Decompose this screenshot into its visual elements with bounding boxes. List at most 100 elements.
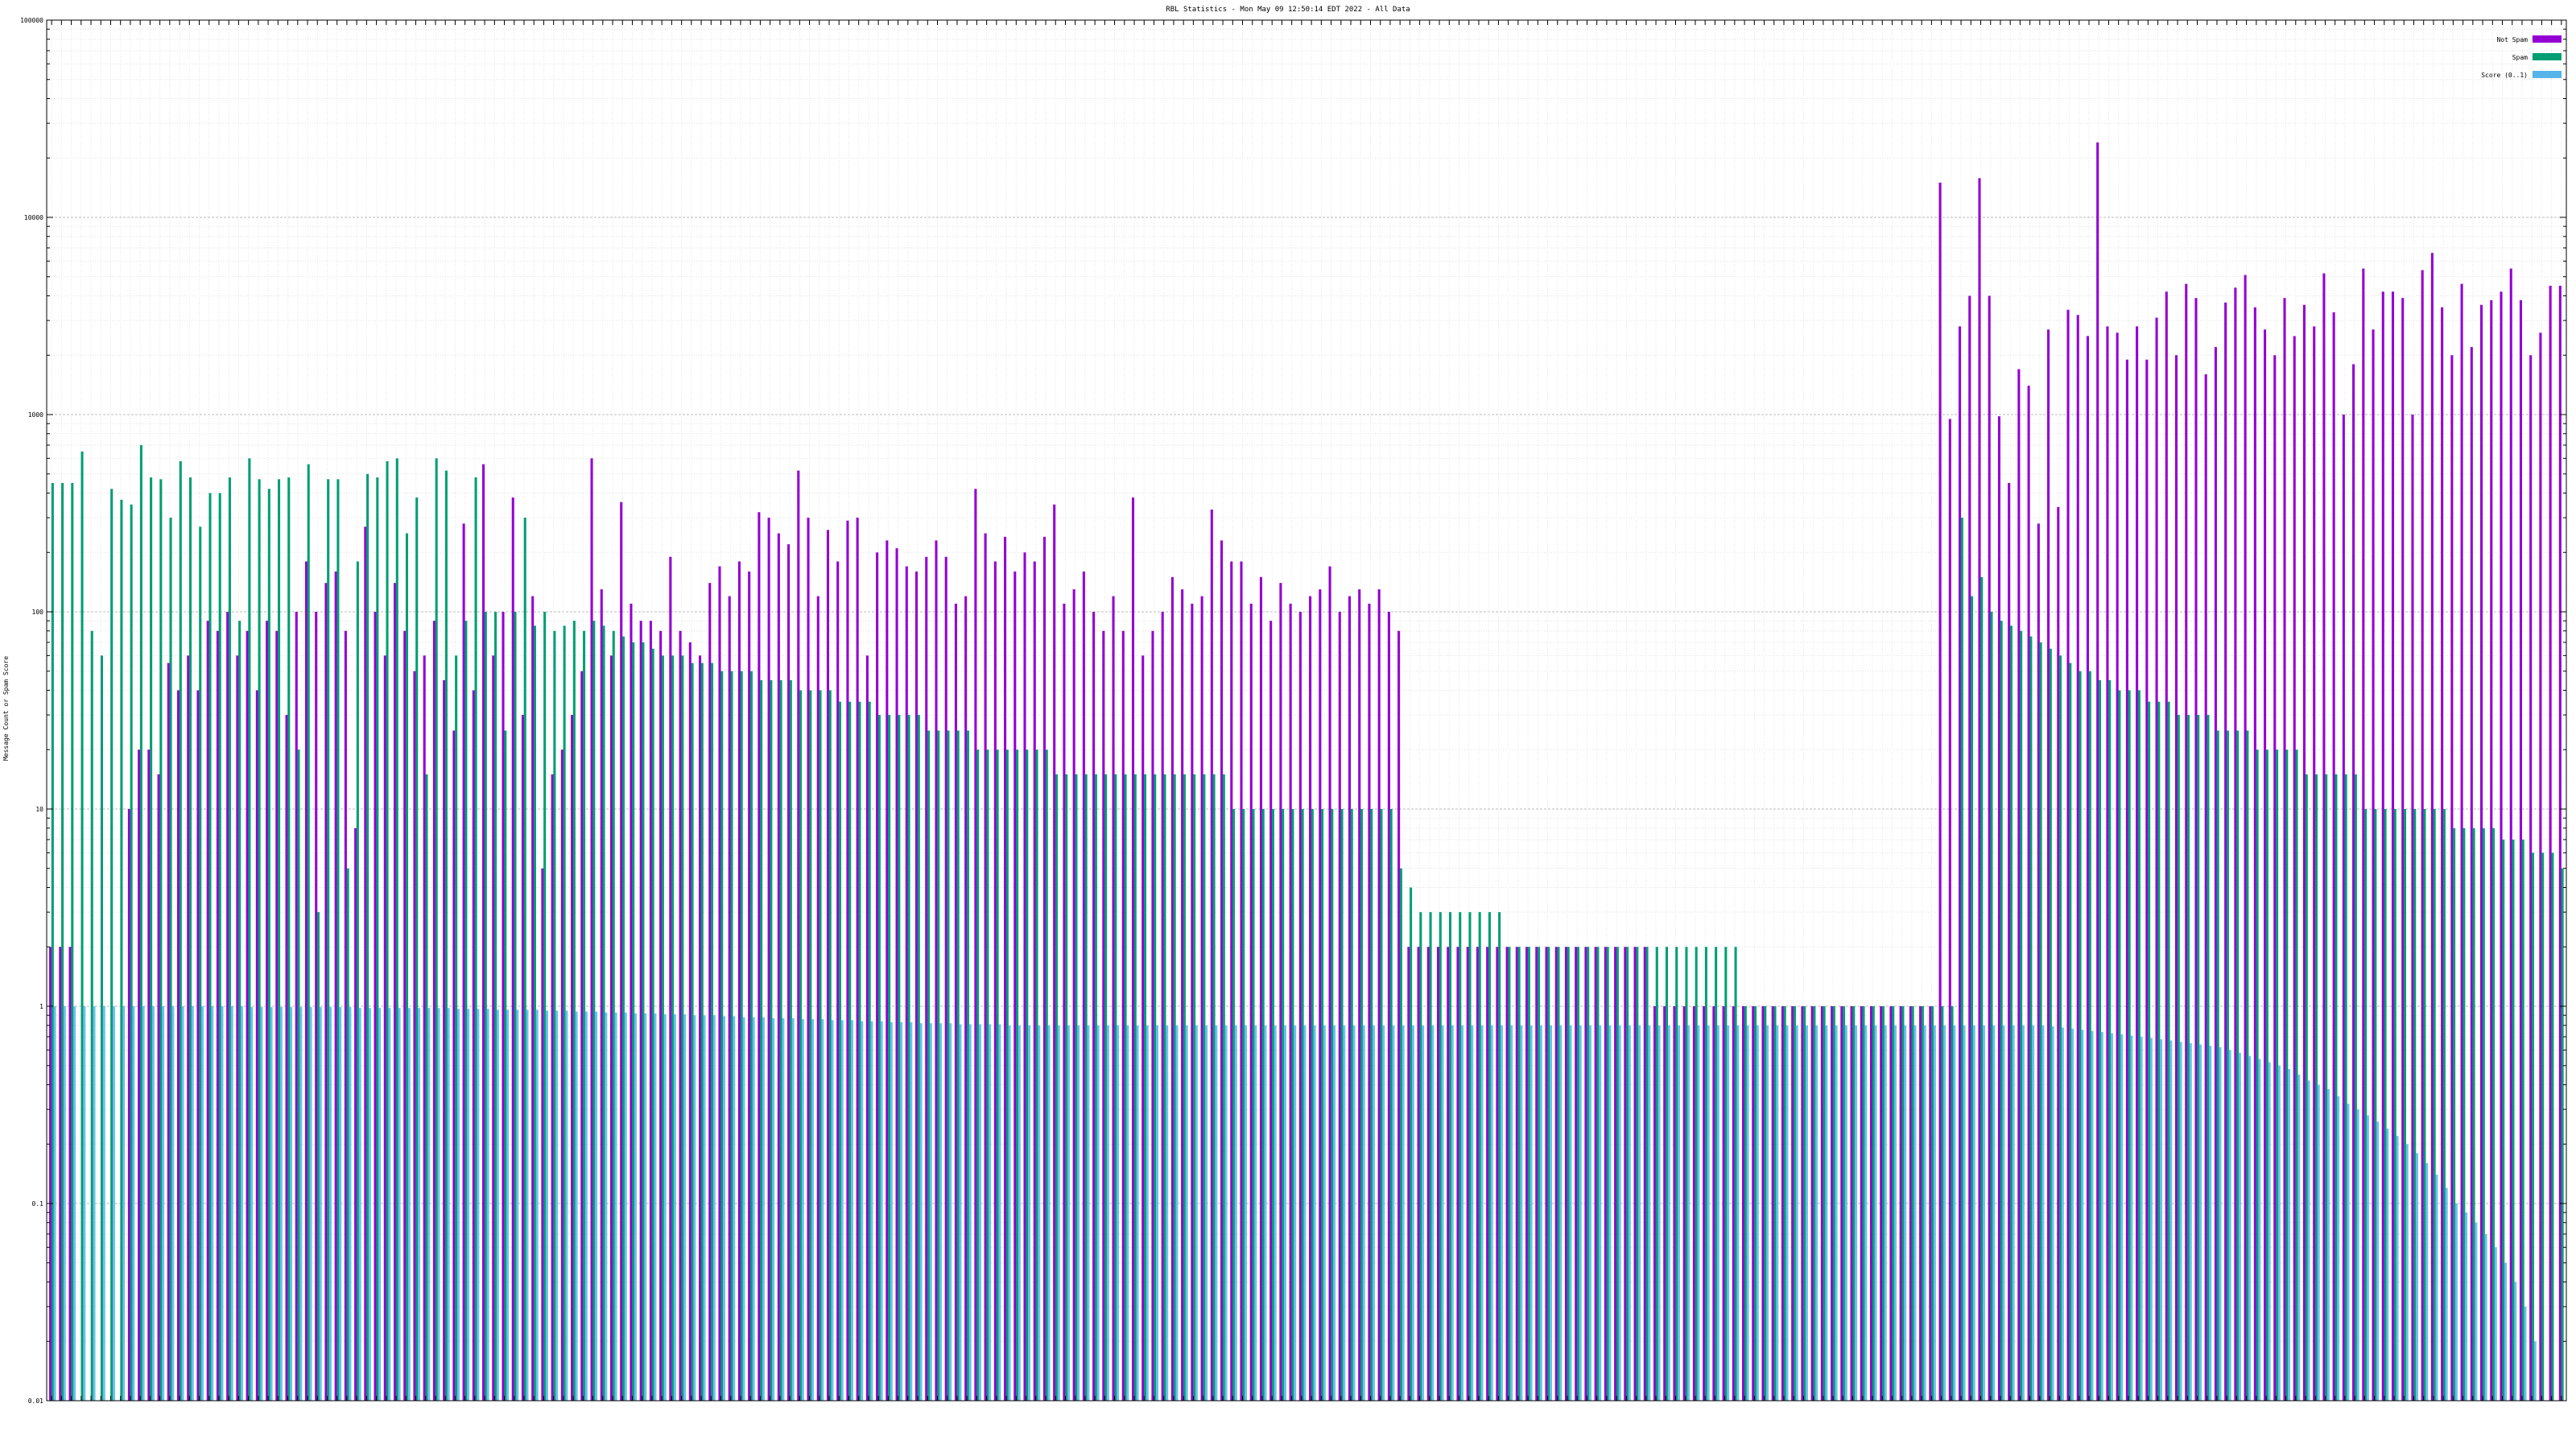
- bar-not-spam: [1112, 596, 1115, 1401]
- bar-not-spam: [1348, 596, 1352, 1401]
- y-tick-label: 100: [32, 609, 44, 616]
- bar-score: [2465, 1212, 2468, 1401]
- bar-not-spam: [1298, 612, 1302, 1401]
- bar-spam: [642, 642, 645, 1401]
- bar-spam: [976, 749, 980, 1401]
- bar-score: [1215, 1025, 1218, 1401]
- bar-score: [1323, 1025, 1326, 1401]
- bar-spam: [2462, 828, 2466, 1401]
- bar-not-spam: [354, 828, 357, 1401]
- bar-not-spam: [255, 690, 258, 1401]
- bar-not-spam: [1614, 947, 1617, 1401]
- bar-score: [2307, 1080, 2310, 1401]
- bar-spam: [2009, 625, 2013, 1401]
- bar-not-spam: [2017, 369, 2021, 1401]
- bar-spam: [1094, 774, 1097, 1401]
- bar-spam: [1596, 947, 1600, 1401]
- bar-not-spam: [1673, 1006, 1676, 1401]
- bar-score: [2504, 1262, 2508, 1401]
- bar-score: [1294, 1025, 1297, 1401]
- bar-not-spam: [2362, 268, 2365, 1402]
- bar-spam: [484, 612, 487, 1401]
- y-axis-label: Message Count or Spam Score: [2, 656, 10, 761]
- bar-not-spam: [334, 571, 337, 1401]
- bar-spam: [1311, 809, 1314, 1401]
- bar-not-spam: [1545, 947, 1548, 1401]
- bar-spam: [1843, 1006, 1846, 1401]
- bar-spam: [1370, 809, 1373, 1401]
- bar-not-spam: [383, 655, 386, 1401]
- bar-score: [1087, 1025, 1090, 1401]
- bar-score: [772, 1018, 775, 1401]
- bar-spam: [1005, 749, 1009, 1401]
- bar-score: [663, 1014, 667, 1401]
- bar-not-spam: [1063, 603, 1066, 1401]
- bar-spam: [2453, 828, 2456, 1401]
- bar-score: [2051, 1026, 2054, 1401]
- bar-score: [811, 1019, 815, 1401]
- bar-spam: [848, 701, 852, 1401]
- bar-not-spam: [1899, 1006, 1902, 1401]
- bar-score: [1264, 1025, 1267, 1401]
- legend-label: Spam: [2512, 54, 2528, 61]
- bar-score: [624, 1012, 627, 1401]
- bar-not-spam: [226, 612, 229, 1401]
- bar-spam: [779, 679, 782, 1401]
- bar-not-spam: [443, 679, 446, 1401]
- bar-score: [2091, 1030, 2094, 1401]
- bar-score: [162, 1006, 165, 1401]
- bar-not-spam: [816, 596, 819, 1401]
- bar-score: [339, 1007, 342, 1401]
- bar-spam: [2521, 839, 2524, 1401]
- bar-score: [712, 1015, 716, 1401]
- bar-spam: [533, 625, 536, 1401]
- bar-spam: [2039, 642, 2042, 1401]
- bar-spam: [661, 655, 664, 1401]
- bar-score: [782, 1018, 785, 1401]
- bar-spam: [1527, 947, 1530, 1401]
- bar-not-spam: [1663, 1006, 1666, 1401]
- bar-spam: [444, 470, 448, 1402]
- bar-spam: [1754, 1006, 1757, 1401]
- bar-spam: [258, 479, 261, 1402]
- bar-score: [496, 1009, 499, 1401]
- bar-spam: [612, 630, 615, 1401]
- bar-spam: [1498, 912, 1501, 1401]
- bar-spam: [2157, 701, 2161, 1401]
- bar-spam: [1389, 809, 1393, 1401]
- bar-not-spam: [403, 630, 407, 1401]
- bar-score: [230, 1006, 233, 1401]
- bar-score: [535, 1009, 539, 1401]
- bar-not-spam: [1594, 947, 1597, 1401]
- bar-score: [801, 1019, 804, 1401]
- bar-spam: [1547, 947, 1550, 1401]
- bar-not-spam: [304, 561, 308, 1401]
- bar-score: [2396, 1136, 2399, 1401]
- bar-score: [417, 1008, 420, 1401]
- bar-not-spam: [797, 470, 800, 1402]
- bar-not-spam: [1929, 1006, 1932, 1401]
- bar-spam: [336, 479, 340, 1402]
- bar-score: [1628, 1025, 1631, 1401]
- bar-score: [1785, 1025, 1789, 1401]
- bar-not-spam: [1309, 596, 1312, 1401]
- bar-score: [200, 1006, 204, 1401]
- bar-spam: [1459, 912, 1462, 1401]
- bar-not-spam: [1869, 1006, 1873, 1401]
- bar-score: [191, 1006, 194, 1401]
- bar-score: [2277, 1065, 2281, 1401]
- bar-score: [2081, 1030, 2084, 1401]
- bar-score: [595, 1011, 598, 1401]
- bar-spam: [1764, 1006, 1767, 1401]
- bar-not-spam: [787, 544, 791, 1401]
- bar-not-spam: [905, 566, 908, 1401]
- bar-not-spam: [1978, 178, 1981, 1402]
- bar-not-spam: [492, 655, 495, 1401]
- bar-score: [1155, 1025, 1158, 1401]
- bar-spam: [2236, 730, 2240, 1401]
- bar-score: [2445, 1187, 2448, 1401]
- bar-spam: [1075, 774, 1078, 1401]
- bar-score: [2386, 1128, 2389, 1401]
- bar-not-spam: [2204, 374, 2207, 1401]
- bar-spam: [671, 655, 675, 1401]
